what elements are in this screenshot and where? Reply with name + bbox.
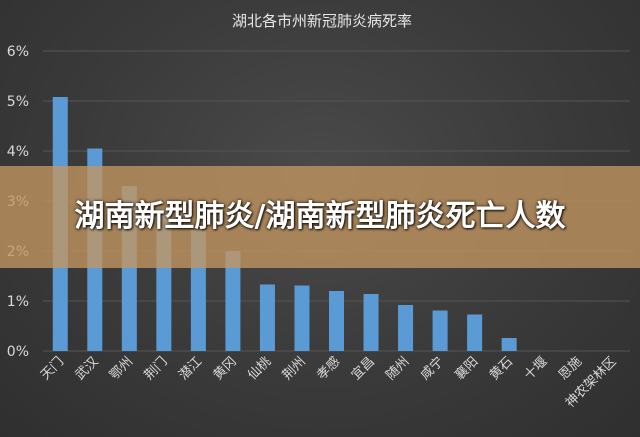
x-tick-label: 荆门	[141, 354, 171, 384]
y-tick-label: 5%	[7, 94, 29, 110]
x-tick-label: 襄阳	[452, 354, 482, 384]
bar	[259, 284, 275, 351]
bar	[294, 285, 310, 351]
x-tick-label: 武汉	[73, 354, 102, 383]
x-tick-label: 黄冈	[211, 354, 240, 383]
y-tick-label: 1%	[7, 294, 29, 310]
x-tick-label: 荆州	[279, 354, 309, 384]
x-tick-label: 鄂州	[107, 354, 136, 383]
x-tick-label: 仙桃	[245, 354, 274, 383]
x-tick-label: 天门	[38, 354, 67, 383]
bar	[501, 338, 517, 351]
x-tick-label: 孝感	[314, 354, 344, 384]
bar	[432, 310, 448, 351]
x-tick-label: 随州	[383, 354, 412, 383]
bar	[467, 314, 483, 351]
x-tick-label: 恩施	[556, 354, 585, 383]
banner-text: 湖南新型肺炎/湖南新型肺炎死亡人数	[74, 199, 566, 234]
chart-title: 湖北各市州新冠肺炎病死率	[232, 12, 412, 30]
x-tick-label: 咸宁	[417, 354, 447, 384]
overlay-banner: 湖南新型肺炎/湖南新型肺炎死亡人数	[0, 166, 640, 268]
x-tick-label: 十堰	[522, 354, 551, 383]
bar	[398, 305, 414, 351]
y-tick-label: 6%	[7, 44, 29, 60]
x-tick-label: 黄石	[487, 354, 516, 383]
bar	[363, 294, 379, 351]
y-tick-label: 4%	[7, 144, 29, 160]
x-tick-label: 潜江	[176, 354, 205, 383]
bar	[329, 291, 344, 351]
x-tick-label: 宜昌	[349, 354, 378, 383]
y-tick-label: 0%	[7, 344, 29, 360]
bar	[225, 251, 241, 351]
